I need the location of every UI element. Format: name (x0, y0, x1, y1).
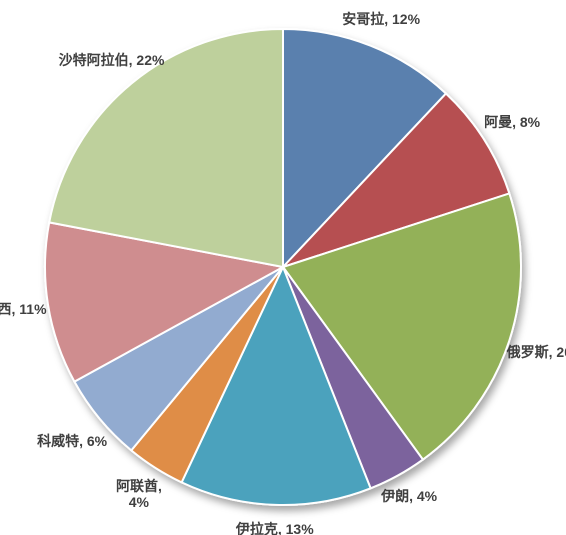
pie-chart: 安哥拉, 12%阿曼, 8%俄罗斯, 20%伊朗, 4%伊拉克, 13%阿联酋,… (0, 0, 566, 535)
pie-svg (0, 0, 566, 535)
